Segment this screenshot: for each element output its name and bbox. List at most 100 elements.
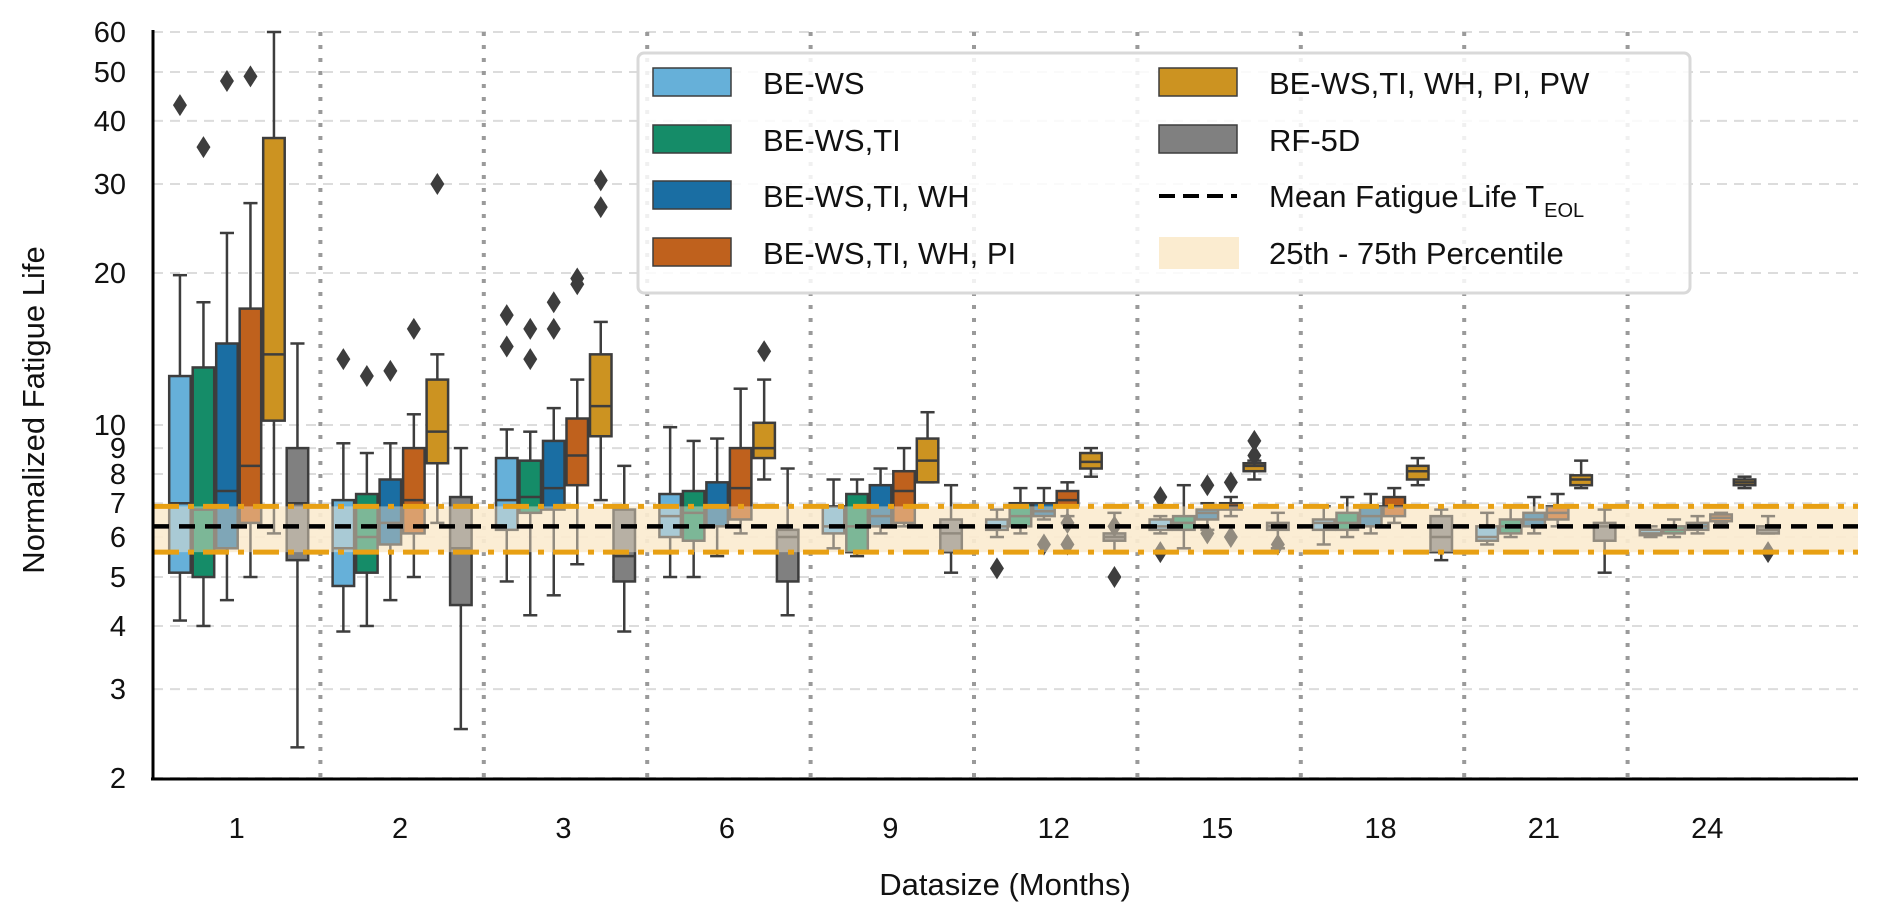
box-iqr [518,459,543,515]
box-be-ws-ti-wh-pi-pw-24 [1732,475,1757,490]
legend-swatch [652,67,732,97]
legend: BE-WS BE-WS,TI BE-WS,TI, WH BE-WS,TI, WH, P… [636,51,1692,295]
outlier-marker [1153,486,1168,509]
x-tick-label: 21 [1528,813,1560,845]
legend-label: 25th - 75th Percentile [1269,236,1564,271]
box-be-ws-ti-wh-pi-15 [1218,471,1243,549]
x-tick-labels: 1 2 3 6 9 12 15 18 21 24 [229,813,1724,845]
x-tick-label: 9 [882,813,898,845]
outlier-marker [570,273,585,296]
y-tick-label: 20 [94,258,126,290]
box-be-ws-ti-wh-pi-pw-2 [425,173,450,525]
legend-item: 25th - 75th Percentile [1159,236,1564,271]
box-iqr [541,439,566,511]
box-iqr [892,469,917,525]
outlier-marker [1200,474,1215,497]
box-iqr [238,307,263,525]
box-rf-5d-1 [285,342,310,749]
x-tick-label: 15 [1201,813,1233,845]
y-tick-label: 50 [94,57,126,89]
legend-swatch [652,237,732,267]
box-iqr [728,446,753,521]
box-be-ws-ti-wh-pi-pw-21 [1569,459,1594,490]
legend-label: BE-WS,TI [763,123,901,158]
box-iqr [588,353,613,438]
legend-subscript: EOL [1544,200,1584,222]
outlier-marker [172,94,187,117]
box-iqr [565,417,590,487]
outlier-marker [359,365,374,388]
outlier-marker [1223,471,1238,494]
x-tick-label: 1 [229,813,245,845]
y-tick-label: 5 [110,562,126,594]
x-tick-label: 3 [555,813,571,845]
y-tick-label: 8 [110,459,126,491]
legend-item: RF-5D [1158,123,1360,158]
y-tick-label: 6 [110,522,126,554]
percentile-band-overlay [153,506,1858,553]
legend-item: BE-WS,TI, WH [652,179,970,214]
box-iqr [1195,508,1220,521]
box-iqr [494,456,519,532]
box-be-ws-ti-wh-pi-pw-15 [1242,429,1267,481]
legend-item: BE-WS,TI [652,123,901,158]
box-be-ws-ti-wh-pi-2 [401,317,426,579]
box-iqr [752,421,777,460]
y-tick-label: 4 [110,611,126,643]
box-iqr [1405,464,1430,481]
x-axis-title: Datasize (Months) [879,867,1131,902]
y-tick-label: 2 [110,763,126,795]
outlier-marker [546,291,561,314]
y-tick-label: 9 [110,433,126,465]
box-be-ws-ti-3 [518,317,543,617]
outlier-marker [593,196,608,219]
x-tick-label: 2 [392,813,408,845]
outlier-marker [336,348,351,371]
box-iqr [401,446,426,535]
x-tick-label: 12 [1038,813,1070,845]
x-tick-label: 18 [1364,813,1396,845]
box-be-ws-3 [494,304,519,583]
legend-item: BE-WS [652,66,865,101]
outlier-marker [499,304,514,327]
box-be-ws-ti-12 [1008,486,1033,535]
outlier-marker [1247,429,1262,452]
box-iqr [775,528,800,583]
outlier-marker [989,557,1004,580]
box-rf-5d-9 [939,483,964,574]
outlier-marker [196,136,211,159]
legend-label: BE-WS,TI, WH, PI [763,236,1016,271]
legend-swatch [1158,124,1238,154]
box-rf-5d-21 [1592,508,1617,574]
outlier-marker [523,317,538,340]
x-tick-label: 6 [719,813,735,845]
box-be-ws-2 [331,348,356,633]
outlier-marker [593,169,608,192]
box-iqr [425,378,450,465]
box-be-ws-ti-wh-2 [378,359,403,602]
outlier-marker [219,69,234,92]
box-be-ws-ti-2 [354,365,379,628]
legend-swatch [652,124,732,154]
box-be-ws-ti-wh-pi-pw-12 [1078,446,1103,478]
legend-frame [636,51,1692,295]
box-iqr [214,342,239,550]
legend-label: BE-WS,TI, WH [763,179,970,214]
outlier-marker [1223,526,1238,549]
outlier-marker [406,317,421,340]
legend-band-swatch [1159,237,1239,269]
axes [151,30,1858,781]
outlier-marker [243,65,258,88]
box-iqr [261,136,286,422]
legend-item: BE-WS,TI, WH, PI [652,236,1016,271]
legend-label: BE-WS [763,66,865,101]
box-be-ws-ti-wh-pi-1 [238,65,263,579]
legend-item: BE-WS,TI, WH, PI, PW [1158,66,1590,101]
legend-label: BE-WS,TI, WH, PI, PW [1269,66,1590,101]
box-iqr [167,374,192,574]
y-tick-label: 60 [94,17,126,49]
y-tick-label: 40 [94,106,126,138]
y-tick-label: 7 [110,488,126,520]
